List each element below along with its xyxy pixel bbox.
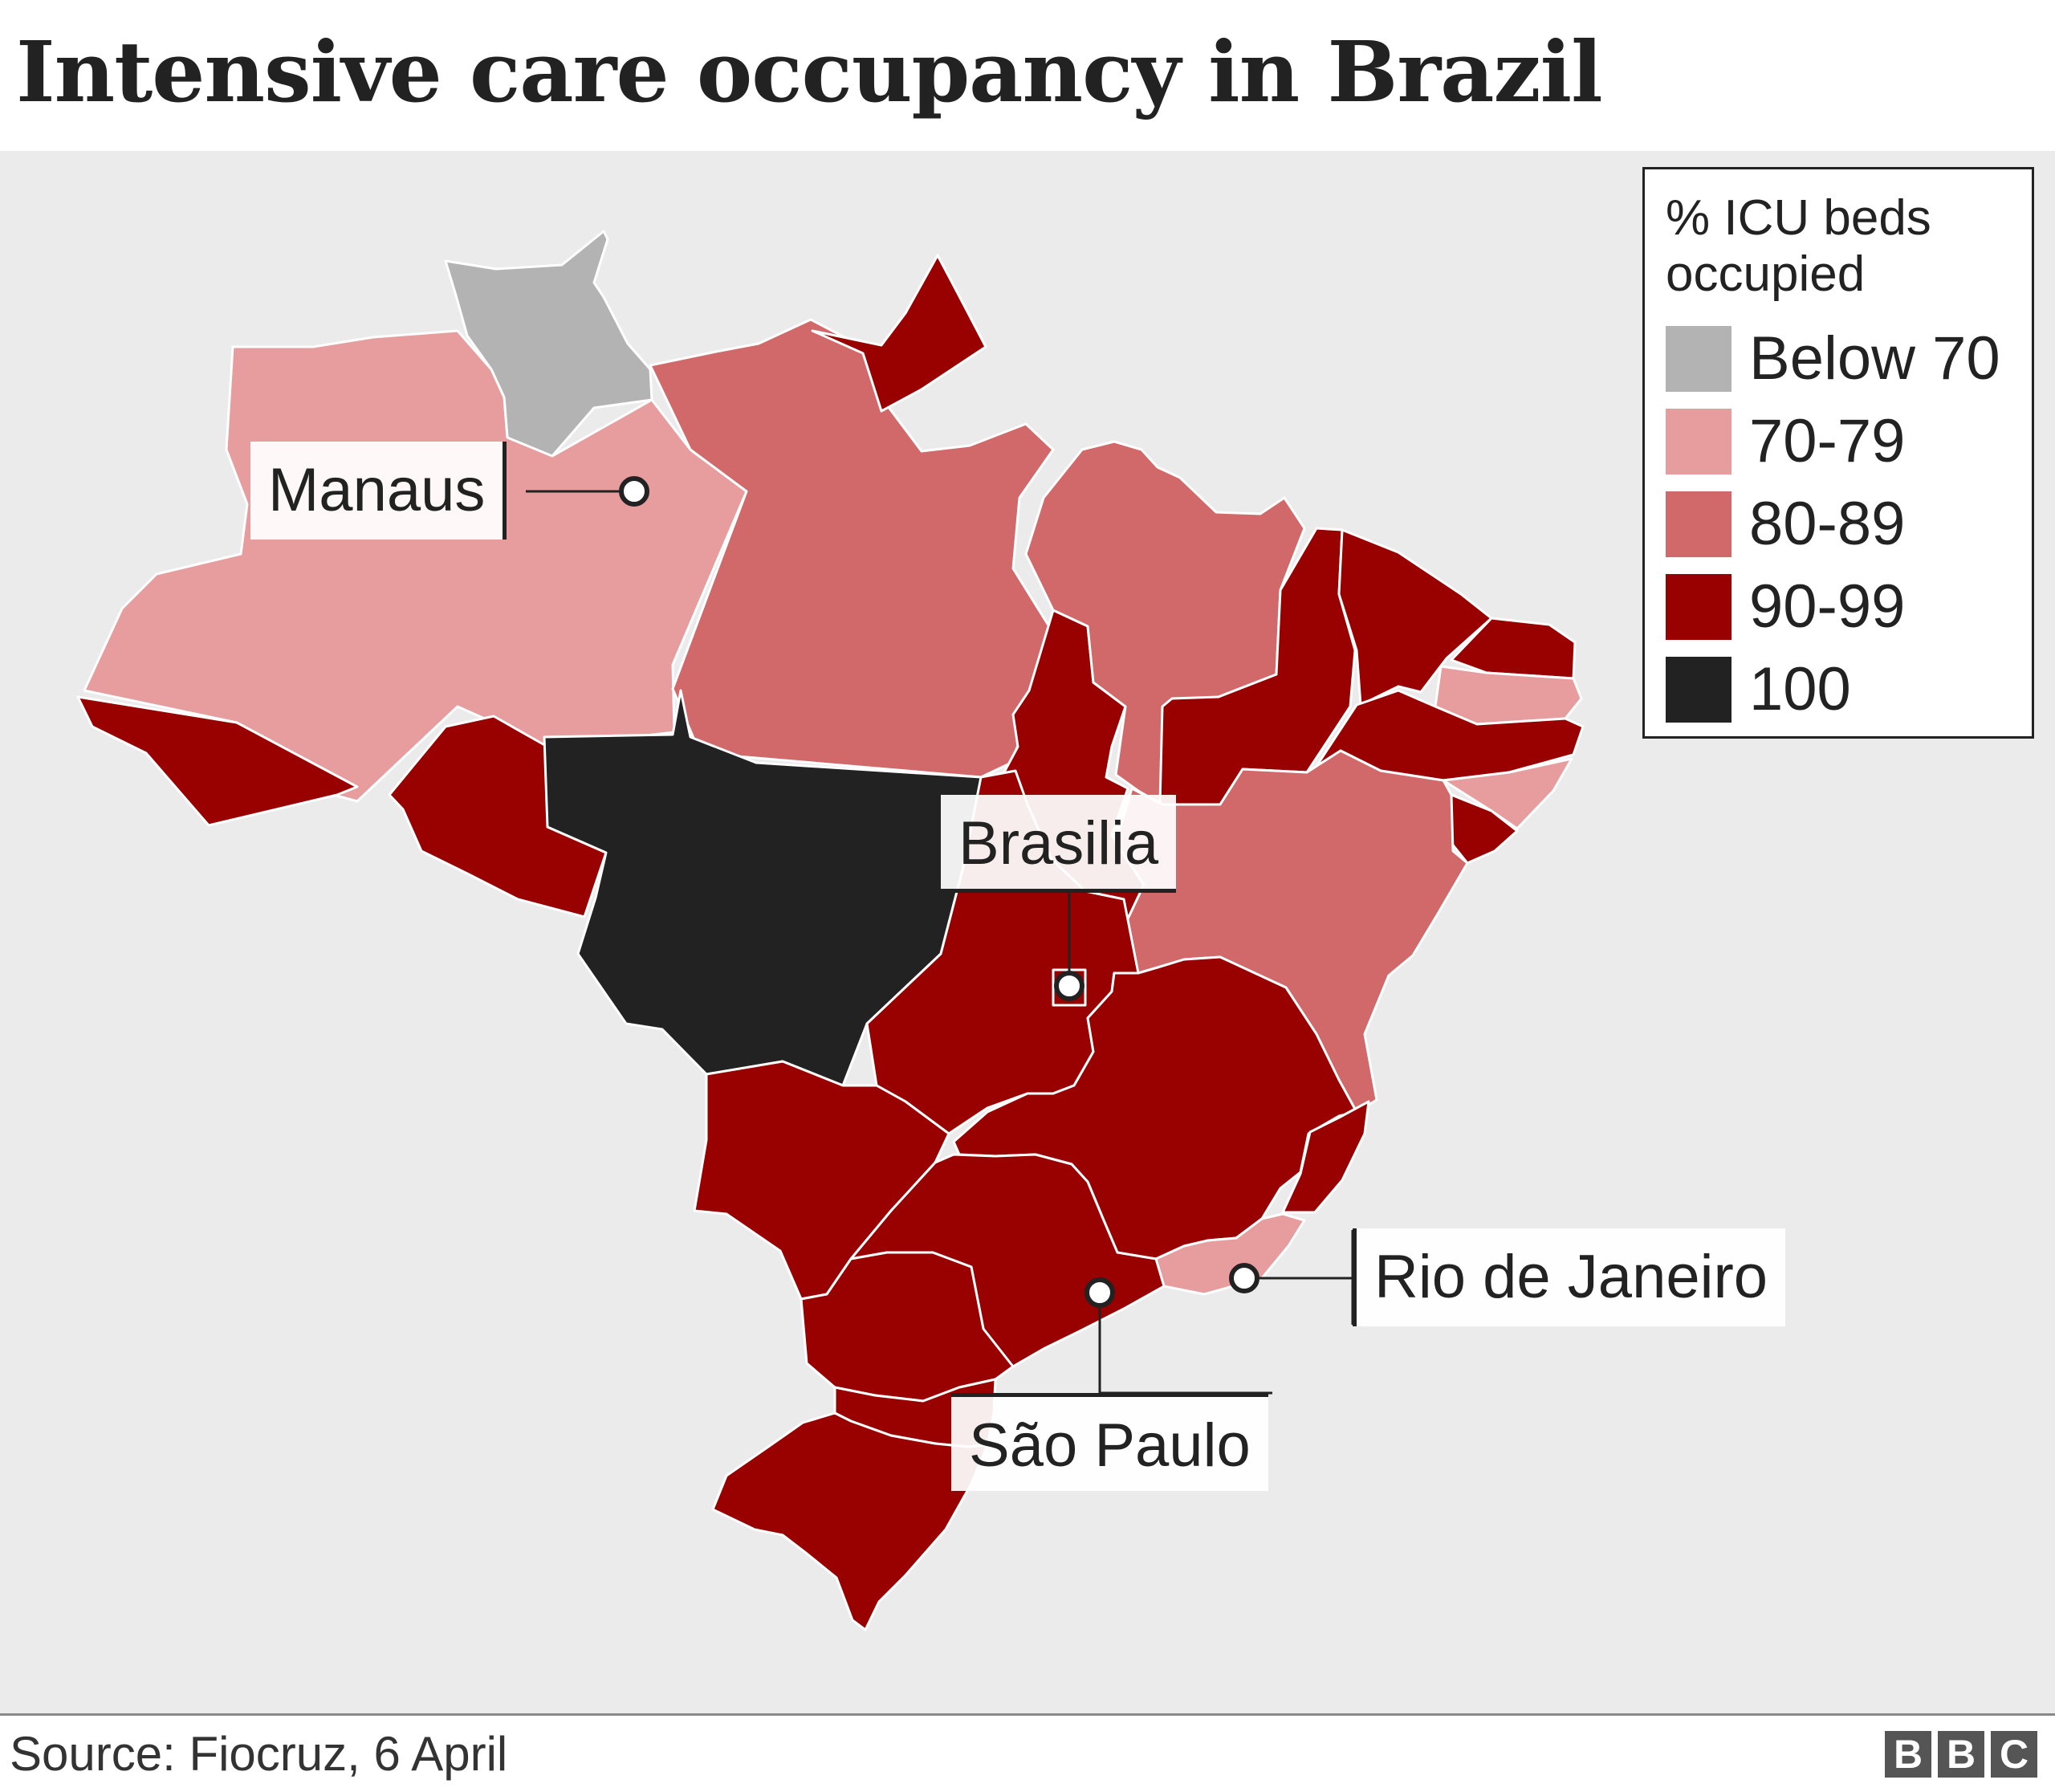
state-mato-grosso xyxy=(543,689,983,1087)
bbc-logo-letter: B xyxy=(1885,1731,1931,1778)
callout-brasilia: Brasilia xyxy=(941,795,1177,893)
legend-swatch xyxy=(1666,408,1731,474)
legend-item-70-79: 70-79 xyxy=(1666,400,2032,483)
bbc-logo-letter: C xyxy=(1991,1731,2037,1778)
legend-title: % ICU beds occupied xyxy=(1666,190,2032,303)
legend-swatch xyxy=(1666,491,1731,557)
sao-paulo-marker[interactable] xyxy=(1084,1277,1115,1308)
legend-swatch xyxy=(1666,573,1731,640)
legend-label: 80-89 xyxy=(1749,490,1906,558)
legend-title-line1: % ICU beds xyxy=(1666,190,1931,246)
legend-item-80-89: 80-89 xyxy=(1666,483,2032,565)
legend-label: 90-99 xyxy=(1749,572,1906,641)
callout-manaus: Manaus xyxy=(250,442,507,540)
source-note: Source: Fiocruz, 6 April xyxy=(10,1727,508,1781)
state-ceara xyxy=(1337,528,1493,707)
legend-item-below-70: Below 70 xyxy=(1666,317,2032,400)
map-legend: % ICU beds occupied Below 70 70-79 80-89… xyxy=(1642,167,2034,739)
manaus-marker[interactable] xyxy=(619,476,649,507)
brasilia-marker[interactable] xyxy=(1054,971,1084,1001)
legend-item-100: 100 xyxy=(1666,648,2032,731)
legend-label: Below 70 xyxy=(1749,324,2000,393)
callout-sao-paulo: São Paulo xyxy=(951,1393,1268,1491)
legend-item-90-99: 90-99 xyxy=(1666,565,2032,648)
state-acre xyxy=(76,695,359,827)
legend-swatch xyxy=(1666,656,1731,723)
state-rio-grande-do-sul xyxy=(711,1411,989,1631)
bbc-logo-letter: B xyxy=(1938,1731,1984,1778)
legend-swatch xyxy=(1666,325,1731,392)
legend-title-line2: occupied xyxy=(1666,246,1866,302)
legend-label: 70-79 xyxy=(1749,407,1906,475)
callout-rio-de-janeiro: Rio de Janeiro xyxy=(1353,1228,1786,1326)
footer-divider xyxy=(0,1713,2055,1716)
rio-de-janeiro-marker[interactable] xyxy=(1229,1263,1259,1293)
state-rio-de-janeiro xyxy=(1154,1212,1306,1296)
state-amapa xyxy=(811,254,987,413)
state-espirito-santo xyxy=(1281,1100,1370,1214)
page-title: Intensive care occupancy in Brazil xyxy=(16,22,1603,121)
bbc-logo: B B C xyxy=(1885,1731,2037,1778)
state-rondonia xyxy=(388,715,608,918)
legend-label: 100 xyxy=(1749,655,1851,723)
